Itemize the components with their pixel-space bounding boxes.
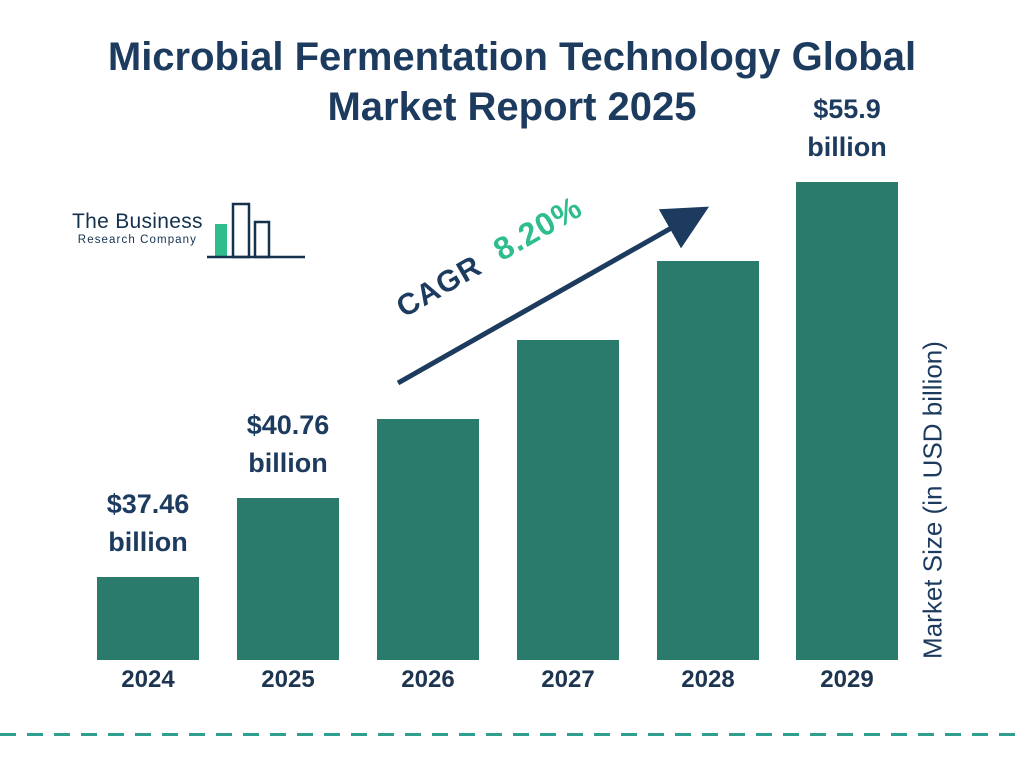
cagr-annotation: CAGR 8.20%: [390, 189, 589, 325]
bar-2029: [796, 182, 898, 660]
x-tick-2024: 2024: [121, 666, 175, 693]
company-logo-line2: Research Company: [77, 234, 198, 246]
company-logo-line1: The Business: [72, 210, 203, 233]
chart-title: Microbial Fermentation Technology Global…: [107, 35, 917, 129]
bar-2028: [657, 261, 759, 660]
value-label-2024: $37.46 billion: [106, 489, 190, 557]
x-tick-2027: 2027: [541, 666, 595, 693]
value-label-2029: $55.9 billion: [807, 94, 887, 162]
x-tick-2025: 2025: [261, 666, 315, 693]
bar-2027: [517, 340, 619, 660]
value-label-2025: $40.76 billion: [246, 410, 330, 478]
y-axis-label: Market Size (in USD billion): [917, 341, 948, 659]
bottom-dashed-divider: [0, 733, 1024, 736]
company-logo: The Business Research Company: [72, 196, 307, 266]
bar-2025: [237, 498, 339, 660]
x-tick-2026: 2026: [401, 666, 455, 693]
cagr-label: CAGR: [391, 249, 488, 325]
x-tick-2029: 2029: [820, 666, 874, 693]
bar-chart-logo-icon: [206, 202, 305, 259]
cagr-value: 8.20%: [487, 188, 589, 268]
x-tick-2028: 2028: [681, 666, 735, 693]
bar-2026: [377, 419, 479, 660]
bar-2024: [97, 577, 199, 660]
company-logo-text: The Business Research Company: [72, 210, 203, 246]
